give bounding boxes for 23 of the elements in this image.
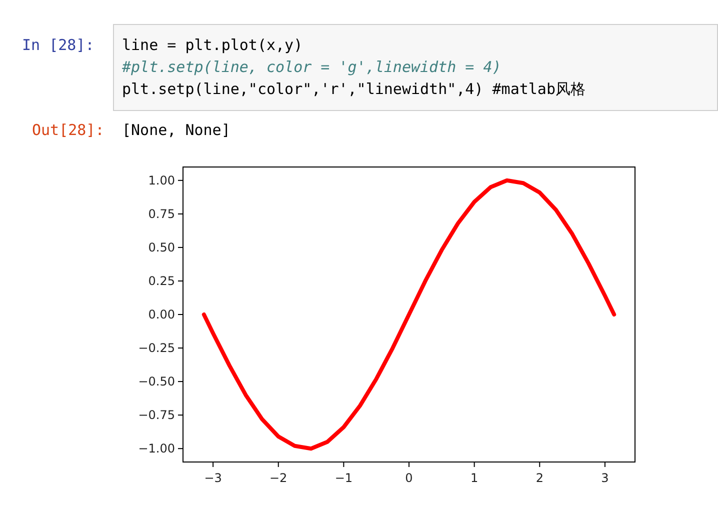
text: #plt.setp(line, color = 'g',linewidth = 4) [121,58,502,76]
x-tick-label: 0 [405,471,413,485]
text: In [28]: [22,36,94,54]
x-tick-label: 2 [536,471,544,485]
y-tick-label: 1.00 [148,173,175,188]
y-tick-label: −1.00 [138,442,175,456]
x-tick-label: 1 [470,471,478,485]
y-tick-label: −0.75 [138,408,175,422]
y-tick-label: 0.50 [148,240,175,254]
x-tick-label: −1 [334,471,353,485]
line-series [202,178,616,451]
text: line = plt.plot(x,y) [122,36,303,54]
text: Out[28]: [32,121,104,139]
y-tick-label: 0.75 [148,206,175,221]
y-tick-label: −0.50 [138,374,175,389]
x-tick-label: −3 [204,471,222,485]
y-tick-label: 0.00 [148,308,175,322]
text: plt.setp(line,"color",'r',"linewidth",4) #matlab风格 [122,80,586,98]
text: [None, None] [122,121,230,139]
y-tick-label: −0.25 [138,341,175,356]
x-tick-label: −2 [270,471,288,485]
x-tick-label: 3 [601,471,609,485]
y-tick-label: 0.25 [148,274,175,288]
